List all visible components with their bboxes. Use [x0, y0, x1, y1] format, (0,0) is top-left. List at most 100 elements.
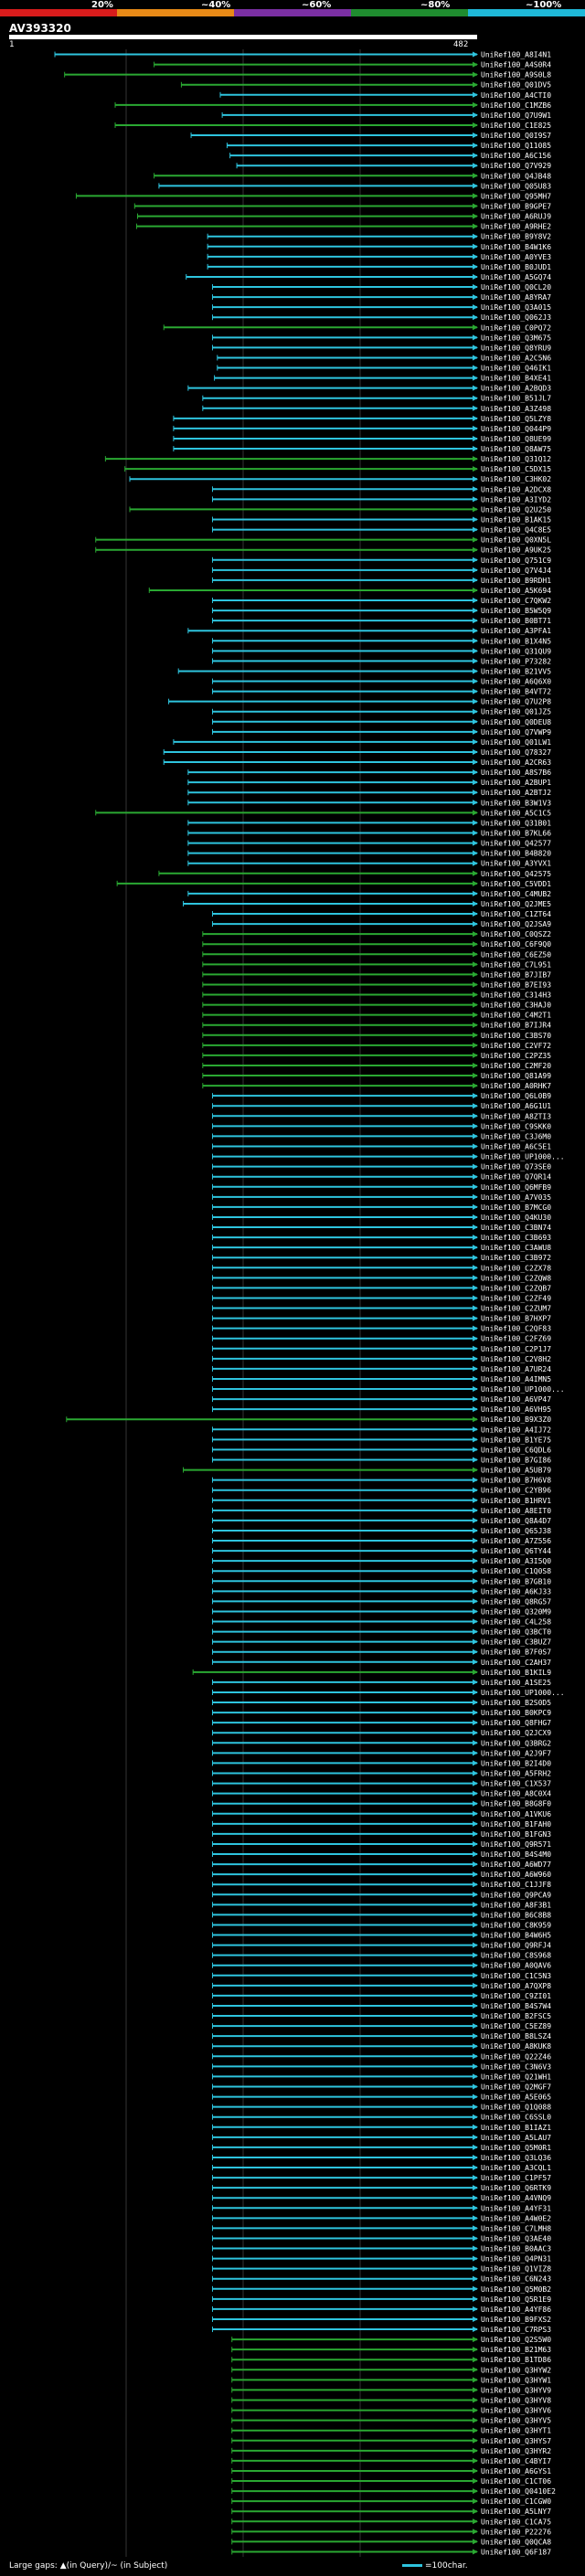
hit-label[interactable]: UniRef100_B6C8B8 [481, 1911, 551, 1919]
hit-label[interactable]: UniRef100_Q6F187 [481, 2548, 551, 2556]
hit-label[interactable]: UniRef100_Q9RFJ4 [481, 1942, 551, 1950]
hit-label[interactable]: UniRef100_Q7V929 [481, 162, 551, 170]
hit-label[interactable]: UniRef100_A6GYS1 [481, 2467, 551, 2475]
hit-label[interactable]: UniRef100_A5UB79 [481, 1467, 551, 1475]
hit-label[interactable]: UniRef100_A7UR24 [481, 1365, 551, 1373]
hit-label[interactable]: UniRef100_A0RHK7 [481, 1082, 551, 1090]
hit-label[interactable]: UniRef100_P22276 [481, 2528, 551, 2536]
hit-label[interactable]: UniRef100_B0AAC3 [481, 2245, 551, 2253]
hit-label[interactable]: UniRef100_A7V035 [481, 1193, 551, 1202]
hit-label[interactable]: UniRef100_Q6RTK9 [481, 2184, 551, 2192]
hit-label[interactable]: UniRef100_Q751C9 [481, 557, 551, 565]
hit-label[interactable]: UniRef100_A8I4N1 [481, 51, 551, 59]
hit-label[interactable]: UniRef100_A4S0R4 [481, 61, 551, 69]
hit-label[interactable]: UniRef100_C7RPS3 [481, 2326, 551, 2334]
hit-label[interactable]: UniRef100_A2BQD3 [481, 385, 551, 393]
hit-label[interactable]: UniRef100_Q3A015 [481, 303, 551, 312]
hit-label[interactable]: UniRef100_A8EIT0 [481, 1507, 551, 1515]
hit-label[interactable]: UniRef100_C0PQ72 [481, 323, 551, 332]
hit-label[interactable]: UniRef100_A8YRA7 [481, 293, 551, 302]
hit-label[interactable]: UniRef100_B1IAZ1 [481, 2124, 551, 2132]
hit-label[interactable]: UniRef100_A0QAV6 [481, 1962, 551, 1970]
hit-label[interactable]: UniRef100_C2P1J7 [481, 1345, 551, 1353]
hit-label[interactable]: UniRef100_C3AWU8 [481, 1244, 551, 1252]
hit-label[interactable]: UniRef100_Q3HYS7 [481, 2437, 551, 2445]
hit-label[interactable]: UniRef100_A2DCX8 [481, 485, 551, 493]
hit-label[interactable]: UniRef100_Q8RG57 [481, 1597, 551, 1606]
hit-label[interactable]: UniRef100_B4VT72 [481, 688, 551, 696]
hit-label[interactable]: UniRef100_C3J6M0 [481, 1132, 551, 1140]
hit-label[interactable]: UniRef100_C2VF72 [481, 1042, 551, 1050]
hit-label[interactable]: UniRef100_C5DX15 [481, 465, 551, 473]
hit-label[interactable]: UniRef100_A5K694 [481, 587, 551, 595]
hit-label[interactable]: UniRef100_Q3HYV6 [481, 2407, 551, 2415]
hit-label[interactable]: UniRef100_B4B820 [481, 850, 551, 858]
hit-label[interactable]: UniRef100_B0BT71 [481, 617, 551, 625]
hit-label[interactable]: UniRef100_UP1000... [481, 1153, 565, 1161]
hit-label[interactable]: UniRef100_B9GPE7 [481, 203, 551, 211]
hit-label[interactable]: UniRef100_Q01JZ5 [481, 708, 551, 716]
hit-label[interactable]: UniRef100_B1X4N5 [481, 637, 551, 645]
hit-label[interactable]: UniRef100_A6VP47 [481, 1395, 551, 1404]
hit-label[interactable]: UniRef100_B2FSC5 [481, 2012, 551, 2020]
hit-label[interactable]: UniRef100_Q9PCA9 [481, 1891, 551, 1899]
hit-label[interactable]: UniRef100_A1VKU6 [481, 1810, 551, 1818]
hit-label[interactable]: UniRef100_Q6L0B9 [481, 1092, 551, 1100]
hit-label[interactable]: UniRef100_Q7V4J4 [481, 567, 551, 575]
hit-label[interactable]: UniRef100_C9ZI01 [481, 1992, 551, 2000]
hit-label[interactable]: UniRef100_B7JIB7 [481, 970, 551, 979]
hit-label[interactable]: UniRef100_Q6MFB9 [481, 1183, 551, 1192]
hit-label[interactable]: UniRef100_C2ZX78 [481, 1264, 551, 1272]
hit-label[interactable]: UniRef100_C1E825 [481, 122, 551, 130]
hit-label[interactable]: UniRef100_Q8UE99 [481, 435, 551, 443]
hit-label[interactable]: UniRef100_A4YF86 [481, 2306, 551, 2314]
hit-label[interactable]: UniRef100_B1TD86 [481, 2356, 551, 2364]
hit-label[interactable]: UniRef100_Q9R571 [481, 1840, 551, 1849]
hit-label[interactable]: UniRef100_C8K959 [481, 1921, 551, 1929]
hit-label[interactable]: UniRef100_B1AK15 [481, 516, 551, 525]
hit-label[interactable]: UniRef100_Q3LQ36 [481, 2154, 551, 2162]
hit-label[interactable]: UniRef100_C2QF83 [481, 1325, 551, 1333]
hit-label[interactable]: UniRef100_C3N6V3 [481, 2062, 551, 2071]
hit-label[interactable]: UniRef100_A6RUJ9 [481, 213, 551, 221]
hit-label[interactable]: UniRef100_A4W0E2 [481, 2214, 551, 2222]
hit-label[interactable]: UniRef100_B2I4D0 [481, 1759, 551, 1767]
hit-label[interactable]: UniRef100_Q78327 [481, 748, 551, 757]
hit-label[interactable]: UniRef100_Q3AE40 [481, 2234, 551, 2242]
hit-label[interactable]: UniRef100_Q81A99 [481, 1072, 551, 1080]
hit-label[interactable]: UniRef100_Q65J38 [481, 1527, 551, 1535]
hit-label[interactable]: UniRef100_B7KL66 [481, 830, 551, 838]
hit-label[interactable]: UniRef100_B1FGN3 [481, 1830, 551, 1839]
hit-label[interactable]: UniRef100_C6EZ50 [481, 950, 551, 959]
hit-label[interactable]: UniRef100_B7F0S7 [481, 1648, 551, 1657]
hit-label[interactable]: UniRef100_A8F3B1 [481, 1901, 551, 1909]
hit-label[interactable]: UniRef100_Q8YRU9 [481, 344, 551, 352]
hit-label[interactable]: UniRef100_C2ZQB7 [481, 1284, 551, 1292]
hit-label[interactable]: UniRef100_C3HK02 [481, 475, 551, 483]
hit-label[interactable]: UniRef100_A3IYD2 [481, 495, 551, 504]
hit-label[interactable]: UniRef100_A6WD77 [481, 1860, 551, 1869]
hit-label[interactable]: UniRef100_A9UK25 [481, 546, 551, 555]
hit-label[interactable]: UniRef100_Q0QCA8 [481, 2538, 551, 2546]
hit-label[interactable]: UniRef100_Q3HYV5 [481, 2417, 551, 2425]
hit-label[interactable]: UniRef100_B21M63 [481, 2346, 551, 2354]
hit-label[interactable]: UniRef100_Q3HYW2 [481, 2366, 551, 2374]
hit-label[interactable]: UniRef100_A4VNQ9 [481, 2194, 551, 2202]
hit-label[interactable]: UniRef100_C2ZQW8 [481, 1274, 551, 1282]
hit-label[interactable]: UniRef100_C5VDD1 [481, 880, 551, 888]
hit-label[interactable]: UniRef100_B7H6V8 [481, 1477, 551, 1485]
hit-label[interactable]: UniRef100_B9X3Z0 [481, 1415, 551, 1424]
hit-label[interactable]: UniRef100_B1HRV1 [481, 1497, 551, 1505]
hit-label[interactable]: UniRef100_B4S7W4 [481, 2002, 551, 2010]
hit-label[interactable]: UniRef100_Q4JB48 [481, 172, 551, 180]
hit-label[interactable]: UniRef100_Q22Z46 [481, 2052, 551, 2061]
hit-label[interactable]: UniRef100_C7L951 [481, 960, 551, 969]
hit-label[interactable]: UniRef100_A6W960 [481, 1871, 551, 1879]
hit-label[interactable]: UniRef100_Q5M0B2 [481, 2285, 551, 2294]
hit-label[interactable]: UniRef100_C4BYI7 [481, 2457, 551, 2465]
hit-label[interactable]: UniRef100_C1MZB6 [481, 101, 551, 110]
hit-label[interactable]: UniRef100_P73282 [481, 657, 551, 665]
hit-label[interactable]: UniRef100_A2CR63 [481, 758, 551, 767]
hit-label[interactable]: UniRef100_C1CT06 [481, 2477, 551, 2486]
hit-label[interactable]: UniRef100_A3YVX1 [481, 860, 551, 868]
